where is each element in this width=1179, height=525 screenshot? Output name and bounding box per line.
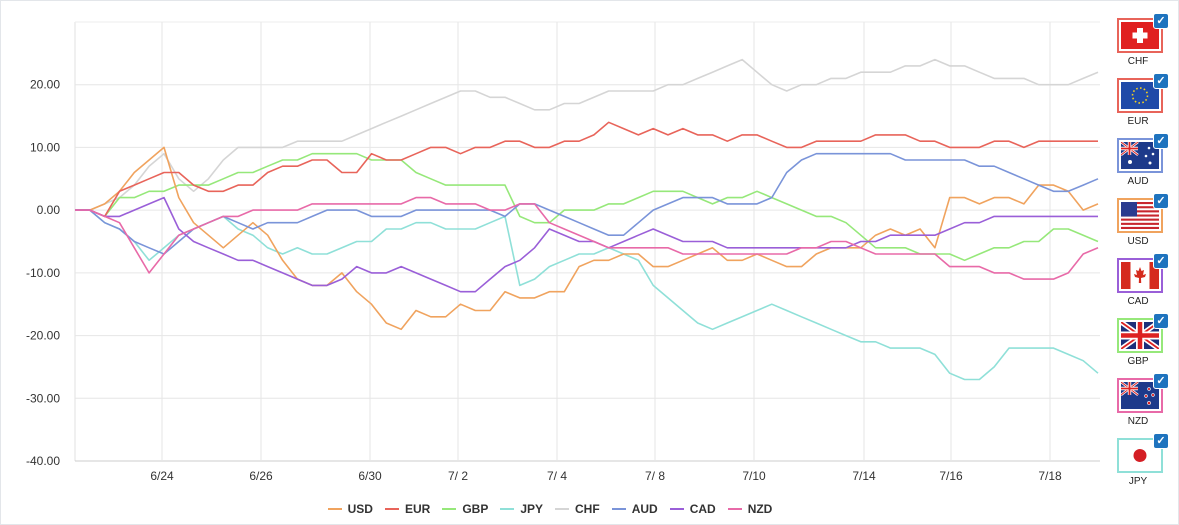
y-tick-label: 10.00 [30,140,60,154]
checkbox-checked-icon[interactable]: ✓ [1153,313,1169,329]
legend-label: GBP [462,502,489,516]
checkbox-checked-icon[interactable]: ✓ [1153,193,1169,209]
sidebar-item-aud[interactable]: ✓ AUD [1117,133,1169,187]
x-tick-label: 7/10 [742,469,766,483]
x-tick-label: 6/24 [150,469,174,483]
legend-swatch [611,508,626,510]
series-line-eur [75,121,1098,218]
legend-label: NZD [747,502,773,516]
x-tick-label: 7/18 [1038,469,1062,483]
currency-label: NZD [1127,416,1149,427]
legend-swatch [727,508,742,510]
sidebar-item-usd[interactable]: ✓ USD [1117,193,1169,247]
legend-swatch [327,508,342,510]
us-flag-icon [1121,202,1159,229]
series-line-nzd [75,196,1099,280]
flag-box[interactable]: ✓ [1117,193,1169,233]
y-tick-label: -10.00 [26,266,60,280]
legend-item-chf[interactable]: CHF [555,502,600,516]
series-line-usd [75,146,1099,331]
sidebar-item-chf[interactable]: ✓ CHF [1117,13,1169,67]
currency-label: AUD [1127,176,1149,187]
flag-box[interactable]: ✓ [1117,13,1169,53]
legend-item-cad[interactable]: CAD [669,502,716,516]
legend-label: AUD [631,502,658,516]
series-line-cad [75,196,1098,293]
x-tick-label: 7/14 [852,469,876,483]
y-tick-label: 20.00 [30,78,60,92]
legend-item-nzd[interactable]: NZD [727,502,773,516]
sidebar-item-gbp[interactable]: ✓ GBP [1117,313,1169,367]
y-tick-label: -30.00 [26,391,60,405]
legend-item-usd[interactable]: USD [327,502,373,516]
sidebar-item-jpy[interactable]: ✓ JPY [1117,433,1169,487]
y-tick-label: -20.00 [26,329,60,343]
currency-label: JPY [1128,476,1148,487]
series-line-jpy [75,209,1099,381]
x-tick-label: 6/30 [358,469,382,483]
x-tick-label: 7/16 [939,469,963,483]
flag-box[interactable]: ✓ [1117,373,1169,413]
flag-box[interactable]: ✓ [1117,253,1169,293]
legend-swatch [500,508,515,510]
legend-swatch [555,508,570,510]
legend-swatch [442,508,457,510]
currency-label: USD [1127,236,1149,247]
legend-label: EUR [404,502,431,516]
swiss-flag-icon [1121,22,1159,49]
x-tick-label: 6/26 [249,469,273,483]
series-line-chf [75,58,1099,211]
currency-label: CAD [1127,296,1149,307]
y-tick-label: 0.00 [37,203,61,217]
sidebar-item-cad[interactable]: ✓ CAD [1117,253,1169,307]
sidebar-item-nzd[interactable]: ✓ NZD [1117,373,1169,427]
legend-swatch [669,508,684,510]
japan-flag-icon [1121,442,1159,469]
uk-flag-icon [1121,322,1159,349]
flag-box[interactable]: ✓ [1117,313,1169,353]
currency-label: GBP [1127,356,1149,367]
currency-strength-chart: 20.00 10.00 0.00 -10.00 -20.00 -30.00 -40.00 6/… [26,21,1100,483]
legend-label: JPY [520,502,544,516]
checkbox-checked-icon[interactable]: ✓ [1153,13,1169,29]
legend-item-jpy[interactable]: JPY [500,502,543,516]
canada-flag-icon [1121,262,1159,289]
x-tick-label: 7/ 8 [645,469,665,483]
y-tick-label: -40.00 [26,454,60,468]
flag-box[interactable]: ✓ [1117,133,1169,173]
legend-label: CHF [575,502,600,516]
currency-label: CHF [1127,56,1149,67]
checkbox-checked-icon[interactable]: ✓ [1153,73,1169,89]
checkbox-checked-icon[interactable]: ✓ [1153,133,1169,149]
checkbox-checked-icon[interactable]: ✓ [1153,433,1169,449]
chart-legend: USD EUR GBP JPY CHF AUD CAD NZD [0,499,1100,516]
currency-label: EUR [1127,116,1149,127]
x-tick-label: 7/ 4 [547,469,567,483]
x-tick-label: 7/ 2 [448,469,468,483]
legend-swatch [384,508,399,510]
checkbox-checked-icon[interactable]: ✓ [1153,373,1169,389]
flag-box[interactable]: ✓ [1117,433,1169,473]
eu-flag-icon [1121,82,1159,109]
sidebar-item-eur[interactable]: ✓ EUR [1117,73,1169,127]
checkbox-checked-icon[interactable]: ✓ [1153,253,1169,269]
nz-flag-icon [1121,382,1159,409]
legend-label: CAD [689,502,716,516]
legend-item-aud[interactable]: AUD [611,502,658,516]
legend-label: USD [347,502,373,516]
series-line-aud [75,152,1099,255]
legend-item-gbp[interactable]: GBP [442,502,488,516]
legend-item-eur[interactable]: EUR [384,502,431,516]
australia-flag-icon [1121,142,1159,169]
flag-box[interactable]: ✓ [1117,73,1169,113]
